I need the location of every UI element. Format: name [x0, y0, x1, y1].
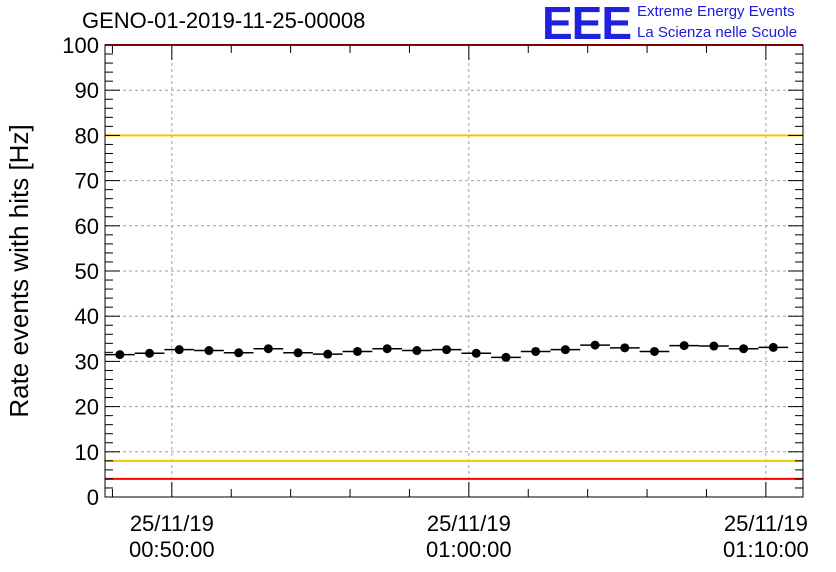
y-tick-label: 40: [75, 304, 99, 329]
grid-lines: [105, 45, 803, 497]
data-point: [352, 346, 362, 356]
plot-frame: [104, 44, 804, 498]
x-tick-time-label: 00:50:00: [129, 537, 215, 562]
y-tick-label: 70: [75, 169, 99, 194]
data-point: [590, 340, 600, 350]
data-point: [204, 346, 214, 356]
y-tick-label: 80: [75, 123, 99, 148]
data-point: [531, 346, 541, 356]
chart-title: GENO-01-2019-11-25-00008: [82, 8, 366, 33]
data-point: [174, 345, 184, 355]
y-tick-label: 20: [75, 395, 99, 420]
data-point: [679, 341, 689, 351]
data-point: [293, 348, 303, 358]
x-tick-time-label: 01:10:00: [723, 537, 809, 562]
data-point: [412, 346, 422, 356]
logo-line-1: Extreme Energy Events: [637, 3, 795, 20]
data-point: [768, 342, 778, 352]
x-tick-time-label: 01:00:00: [426, 537, 512, 562]
y-axis-label: Rate events with hits [Hz]: [4, 124, 34, 417]
y-tick-label: 60: [75, 214, 99, 239]
axis-ticks: 010203040506070809010025/11/1900:50:0025…: [62, 33, 808, 562]
data-point: [115, 350, 125, 360]
data-point: [501, 352, 511, 362]
data-point: [560, 345, 570, 355]
y-tick-label: 100: [62, 33, 99, 58]
data-point: [234, 348, 244, 358]
x-tick-date-label: 25/11/19: [427, 511, 511, 536]
data-point: [649, 346, 659, 356]
y-tick-label: 30: [75, 349, 99, 374]
eee-logo: EEE: [542, 0, 632, 49]
data-point: [709, 341, 719, 351]
data-point: [442, 345, 452, 355]
data-point: [471, 348, 481, 358]
y-tick-label: 0: [87, 485, 99, 510]
data-point: [739, 344, 749, 354]
y-tick-label: 50: [75, 259, 99, 284]
data-point: [323, 349, 333, 359]
data-point: [382, 344, 392, 354]
x-tick-date-label: 25/11/19: [130, 511, 214, 536]
x-tick-date-label: 25/11/19: [724, 511, 808, 536]
y-tick-label: 90: [75, 78, 99, 103]
data-point: [145, 348, 155, 358]
data-points: [105, 340, 789, 362]
y-tick-label: 10: [75, 440, 99, 465]
data-point: [620, 343, 630, 353]
data-point: [263, 344, 273, 354]
logo-line-2: La Scienza nelle Scuole: [637, 24, 798, 41]
reference-lines: [105, 44, 803, 480]
